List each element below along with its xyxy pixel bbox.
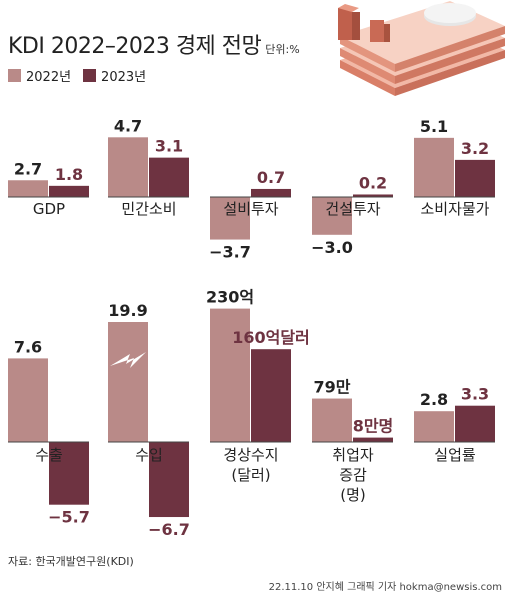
legend-label-2022: 2022년 bbox=[26, 70, 72, 85]
bar-2023 bbox=[49, 185, 89, 197]
category-label: 민간소비 bbox=[121, 200, 176, 218]
category-label: (달러) bbox=[231, 466, 270, 484]
data-label: 0.2 bbox=[359, 173, 387, 192]
unit-label: 단위:% bbox=[265, 43, 300, 56]
banknote-stack-illustration bbox=[338, 1, 505, 96]
bar-2022 bbox=[312, 398, 352, 442]
legend-swatch-2023 bbox=[83, 69, 97, 82]
axis-break-mark bbox=[110, 352, 146, 368]
category-label: 취업자 bbox=[332, 446, 374, 464]
category-label: 소비자물가 bbox=[420, 200, 489, 218]
category-label: 수출 bbox=[35, 446, 63, 464]
bar-2022 bbox=[108, 322, 148, 442]
bar-2022 bbox=[8, 180, 48, 197]
source-note: 자료: 한국개발연구원(KDI) bbox=[8, 555, 134, 568]
data-label: 160억달러 bbox=[232, 328, 310, 347]
data-label: 230억 bbox=[206, 288, 254, 307]
legend-item-2022: 2022년 bbox=[8, 66, 71, 85]
bar-2023 bbox=[49, 442, 89, 505]
bar-2022 bbox=[414, 411, 454, 442]
bar-2022 bbox=[210, 197, 250, 240]
data-label: 79만 bbox=[314, 378, 351, 397]
category-label: (명) bbox=[340, 486, 366, 504]
data-label: −3.7 bbox=[209, 243, 251, 262]
legend-swatch-2022 bbox=[8, 69, 21, 82]
legend-item-2023: 2023년 bbox=[83, 66, 146, 85]
data-label: 3.3 bbox=[461, 385, 489, 404]
category-label: 경상수지 bbox=[223, 446, 278, 464]
bar-2022 bbox=[414, 137, 454, 197]
bar-2022 bbox=[312, 197, 352, 235]
category-label: 수입 bbox=[135, 446, 163, 464]
legend: 2022년 2023년 bbox=[8, 66, 158, 85]
data-label: 7.6 bbox=[14, 337, 42, 356]
bar-2023 bbox=[251, 188, 291, 197]
category-label: 실업률 bbox=[434, 446, 476, 464]
data-label: 3.1 bbox=[155, 137, 183, 156]
category-label: 건설투자 bbox=[325, 200, 380, 218]
data-label: 4.7 bbox=[114, 116, 142, 135]
bar-2023 bbox=[353, 194, 393, 197]
data-label: −3.0 bbox=[311, 238, 353, 257]
category-label: 설비투자 bbox=[223, 200, 278, 218]
page-title: KDI 2022–2023 경제 전망 단위:% bbox=[8, 28, 300, 60]
bar-2023 bbox=[455, 159, 495, 197]
data-label: −5.7 bbox=[48, 508, 90, 527]
data-label: 1.8 bbox=[55, 165, 83, 184]
data-label: 2.7 bbox=[14, 159, 42, 178]
bar-2022 bbox=[210, 308, 250, 442]
bar-2022 bbox=[8, 358, 48, 442]
data-label: 19.9 bbox=[108, 301, 147, 320]
data-label: 2.8 bbox=[420, 390, 448, 409]
data-label: 3.2 bbox=[461, 139, 489, 158]
bar-2023 bbox=[251, 349, 291, 442]
bar-2022 bbox=[108, 137, 148, 197]
title-text: KDI 2022–2023 경제 전망 bbox=[8, 34, 262, 59]
bar-2023 bbox=[455, 405, 495, 442]
category-label: 증감 bbox=[339, 466, 367, 484]
data-label: 0.7 bbox=[257, 168, 285, 187]
bar-2023 bbox=[353, 437, 393, 442]
category-label: GDP bbox=[33, 200, 65, 218]
data-label: 8만명 bbox=[353, 417, 394, 436]
credit-line: 22.11.10 안지혜 그래픽 기자 hokma@newsis.com bbox=[268, 582, 502, 593]
data-label: −6.7 bbox=[148, 520, 190, 539]
data-label: 5.1 bbox=[420, 117, 448, 136]
legend-label-2023: 2023년 bbox=[101, 70, 147, 85]
bar-2023 bbox=[149, 442, 189, 518]
bar-2023 bbox=[149, 157, 189, 197]
